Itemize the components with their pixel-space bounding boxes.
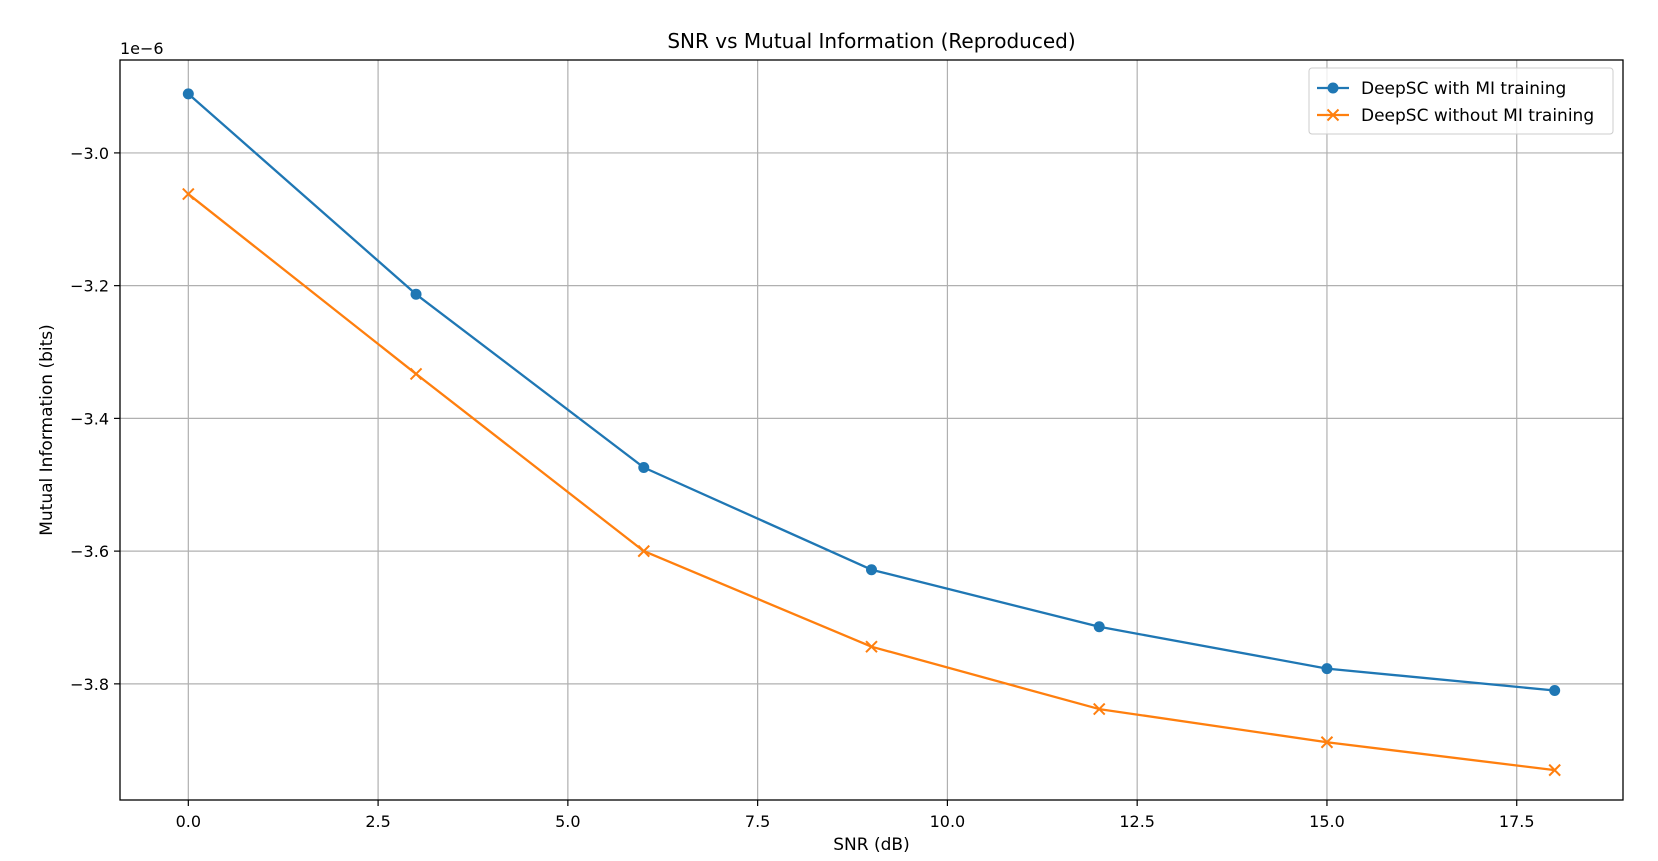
data-point [1548, 763, 1561, 777]
y-tick-label: −3.2 [70, 277, 109, 296]
y-axis-label: Mutual Information (bits) [37, 324, 57, 536]
y-axis: −3.0 −3.2 −3.4 −3.6 −3.8 [70, 144, 120, 694]
data-point [637, 544, 650, 558]
grid [120, 60, 1623, 800]
data-point [409, 367, 423, 381]
legend-label: DeepSC without MI training [1361, 106, 1594, 126]
y-tick-label: −3.4 [70, 409, 109, 428]
data-point [182, 187, 195, 201]
plot-area-frame [119, 59, 1624, 801]
data-point [410, 288, 422, 300]
data-point [1093, 702, 1106, 716]
x-tick-label: 0.0 [176, 812, 201, 831]
data-point [1093, 621, 1105, 633]
y-axis-offset-label: 1e−6 [120, 39, 164, 58]
legend-item-2: DeepSC without MI training [1317, 106, 1594, 126]
series-layer [182, 88, 1561, 777]
y-tick-label: −3.0 [70, 144, 109, 163]
x-tick-label: 17.5 [1499, 812, 1535, 831]
series-2 [182, 187, 1561, 777]
legend: DeepSC with MI training DeepSC without MI… [1308, 67, 1614, 135]
data-point [638, 461, 650, 473]
data-point [866, 564, 877, 576]
data-point [1320, 736, 1334, 749]
x-tick-label: 5.0 [555, 812, 580, 831]
legend-item-1: DeepSC with MI training [1317, 79, 1566, 99]
data-point [182, 88, 194, 100]
x-tick-label: 2.5 [365, 812, 390, 831]
x-tick-label: 7.5 [745, 812, 770, 831]
x-axis: 0.0 2.5 5.0 7.5 10.0 12.5 15.0 17.5 [176, 800, 1535, 831]
legend-marker [1326, 108, 1340, 122]
data-point [1549, 684, 1561, 696]
series-1 [182, 88, 1561, 696]
legend-box [1308, 67, 1614, 135]
x-axis-label: SNR (dB) [833, 835, 909, 855]
data-point [865, 640, 878, 653]
y-tick-label: −3.8 [70, 675, 109, 694]
x-tick-label: 10.0 [930, 812, 966, 831]
x-tick-label: 12.5 [1119, 812, 1155, 831]
legend-label: DeepSC with MI training [1361, 79, 1566, 99]
data-point [1321, 663, 1333, 675]
x-tick-label: 15.0 [1309, 812, 1345, 831]
y-tick-label: −3.6 [70, 542, 109, 561]
chart-title: SNR vs Mutual Information (Reproduced) [667, 29, 1075, 53]
legend-marker [1327, 82, 1339, 94]
